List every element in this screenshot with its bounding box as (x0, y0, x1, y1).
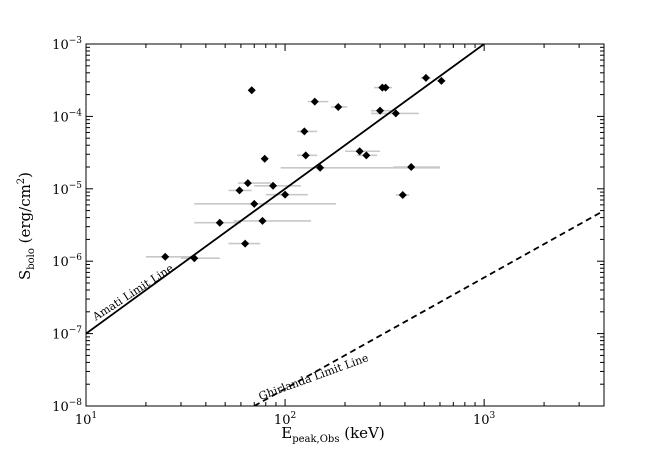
x-tick-label: 101 (75, 411, 97, 428)
y-tick-label: 10−8 (52, 398, 82, 415)
data-point (247, 86, 256, 95)
data-point (362, 151, 371, 160)
data-point (391, 109, 400, 118)
data-point (161, 252, 170, 261)
data-point (235, 186, 244, 195)
data-point (334, 102, 343, 111)
amati-limit-line (86, 44, 485, 335)
data-point (376, 106, 385, 115)
data-point (300, 127, 309, 136)
data-point (398, 191, 407, 200)
data-point (269, 181, 278, 190)
x-tick-label: 103 (473, 411, 496, 428)
ghirlanda-limit-line (253, 209, 604, 406)
x-tick-label: 102 (274, 411, 296, 428)
data-point (250, 199, 259, 208)
data-point (215, 218, 224, 227)
data-point (260, 154, 269, 163)
data-point (258, 216, 267, 225)
data-point (281, 190, 290, 199)
y-tick-label: 10−6 (52, 253, 82, 270)
y-axis-label: Sbolo (erg/cm2) (16, 172, 37, 280)
y-tick-label: 10−7 (52, 326, 82, 343)
data-points (161, 73, 446, 263)
data-point (241, 239, 250, 248)
x-axis-label: Epeak,Obs (keV) (281, 424, 385, 445)
data-point (301, 151, 310, 160)
data-point (421, 73, 430, 82)
y-tick-label: 10−4 (52, 108, 82, 125)
y-tick-label: 10−5 (52, 181, 82, 198)
data-point (310, 97, 319, 106)
data-point (407, 163, 416, 172)
y-tick-label: 10−3 (52, 36, 82, 53)
data-point (355, 147, 364, 156)
tick-labels: 101 102 103 10−8 10−7 10−6 10−5 10−4 10−3 (52, 36, 495, 428)
data-point (381, 83, 390, 92)
data-point (243, 179, 252, 188)
data-point (437, 76, 446, 85)
data-point (316, 163, 325, 172)
axis-ticks (85, 43, 605, 407)
data-point (190, 254, 199, 263)
limit-lines (86, 44, 604, 406)
